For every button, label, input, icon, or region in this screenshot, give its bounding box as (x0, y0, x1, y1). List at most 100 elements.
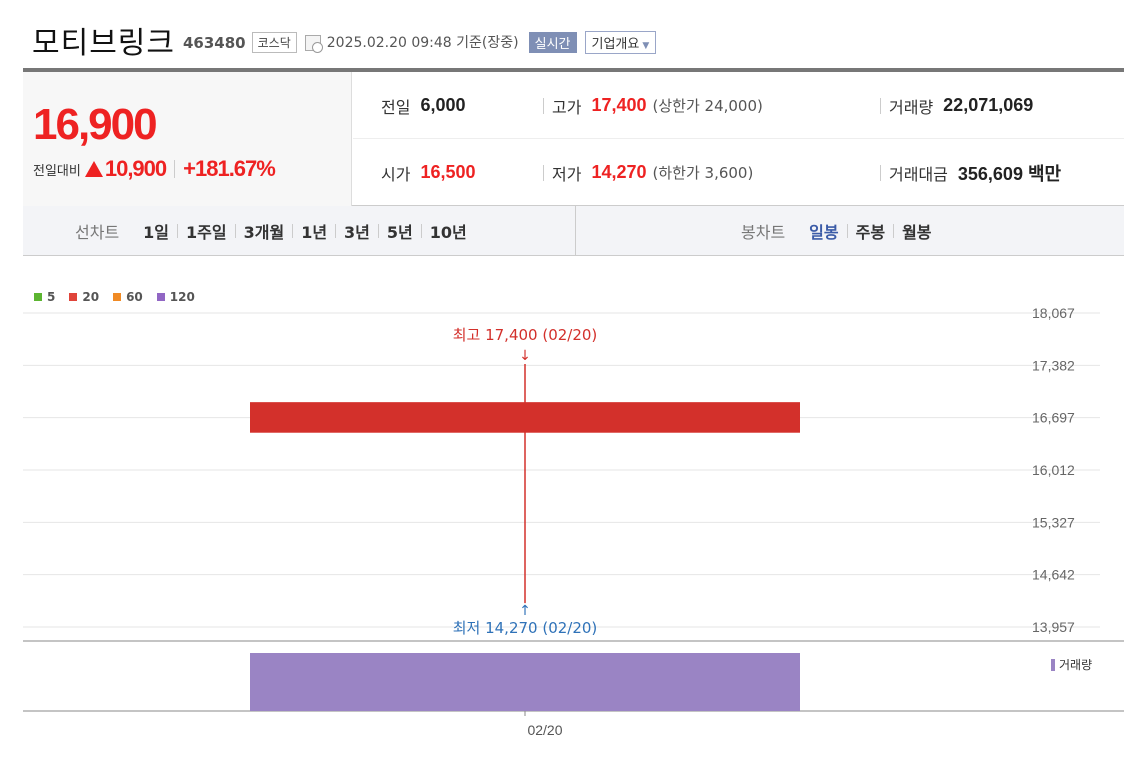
company-overview-dropdown[interactable]: 기업개요 ▼ (584, 30, 657, 54)
divider (377, 224, 379, 238)
candle-chart-title: 봉차트 (741, 223, 786, 242)
tab-3y[interactable]: 3년 (344, 223, 370, 242)
open-value: 16,500 (420, 162, 476, 182)
divider (543, 97, 544, 114)
lower-limit: (하한가 3,600) (652, 164, 754, 182)
tab-5y[interactable]: 5년 (386, 223, 413, 242)
volume-bar (250, 653, 800, 711)
candlestick-chart-svg: 18,067 17,382 16,697 16,012 15,327 14,642 13,9… (23, 305, 1124, 738)
upper-limit: (상한가 24,000) (652, 97, 763, 115)
volume-cell: 거래량 22,071,069 (880, 72, 1033, 139)
x-tick-label: 02/20 (527, 722, 562, 738)
low-annotation: 최저 14,270 (02/20) (453, 619, 598, 637)
change-percent: +181.67% (183, 156, 276, 181)
legend-label: 5 (47, 290, 56, 304)
current-price: 16,900 (33, 100, 158, 149)
high-annotation: 최고 17,400 (02/20) (453, 326, 598, 344)
price-chart: 5 20 60 120 18,067 17,382 16,697 16,012 15,327 1… (0, 260, 1124, 758)
legend-item: 60 (113, 290, 143, 304)
arrow-down-icon: ↓ (519, 348, 531, 364)
legend-swatch (34, 293, 42, 301)
stock-name: 모티브링크 (32, 26, 175, 61)
low-label: 저가 (552, 164, 582, 184)
divider (174, 160, 176, 178)
y-tick-label: 17,382 (1032, 357, 1075, 373)
y-tick-label: 18,067 (1032, 305, 1075, 321)
tab-10y[interactable]: 10년 (429, 223, 467, 242)
divider (880, 97, 881, 114)
stock-code: 463480 (183, 34, 246, 52)
tab-monthly[interactable]: 월봉 (902, 223, 932, 242)
high-cell: 고가 17,400 (상한가 24,000) (543, 72, 763, 139)
legend-swatch (156, 293, 165, 301)
prev-close-cell: 전일 6,000 (381, 72, 466, 139)
quote-summary: 16,900 전일대비 10,900 +181.67% 전일 6,000 고가 … (23, 68, 1124, 206)
low-cell: 저가 14,270 (하한가 3,600) (543, 139, 753, 206)
y-tick-label: 16,697 (1032, 410, 1075, 426)
prev-close-label: 전일 (381, 97, 411, 117)
prev-close-value: 6,000 (420, 95, 466, 115)
realtime-button[interactable]: 실시간 (528, 31, 577, 53)
stock-header: 모티브링크 463480 코스닥 2025.02.20 09:48 기준(장중)… (32, 20, 657, 61)
legend-label: 120 (169, 290, 195, 304)
change-amount: 10,900 (104, 156, 167, 181)
tab-1d[interactable]: 1일 (143, 223, 170, 242)
high-label: 고가 (552, 97, 582, 117)
open-label: 시가 (381, 164, 411, 184)
change-label: 전일대비 (33, 163, 81, 179)
divider (880, 164, 881, 181)
chart-period-tabs: 선차트 1일 1주일 3개월 1년 3년 5년 10년 봉차트 일봉 주봉 월봉 (23, 206, 1124, 256)
tab-3m[interactable]: 3개월 (243, 223, 285, 242)
volume-legend-label: 거래량 (1059, 658, 1093, 672)
divider (234, 224, 236, 238)
y-tick-label: 15,327 (1032, 514, 1075, 530)
tabs-divider (575, 206, 576, 256)
tab-weekly[interactable]: 주봉 (855, 223, 886, 242)
summary-row-2: 시가 16,500 저가 14,270 (하한가 3,600) 거래대금 356… (353, 139, 1124, 206)
divider (893, 224, 895, 238)
trade-amount-cell: 거래대금 356,609 백만 (880, 139, 1061, 206)
y-tick-label: 16,012 (1032, 462, 1075, 478)
line-chart-title: 선차트 (75, 223, 120, 242)
divider (846, 224, 848, 238)
summary-row-1: 전일 6,000 고가 17,400 (상한가 24,000) 거래량 22,0… (353, 72, 1124, 139)
trade-amount-value: 356,609 백만 (957, 163, 1062, 184)
volume-label: 거래량 (889, 97, 934, 117)
legend-item: 5 (34, 290, 55, 304)
line-chart-tabs: 선차트 1일 1주일 3개월 1년 3년 5년 10년 (75, 206, 475, 256)
price-change: 전일대비 10,900 +181.67% (33, 156, 276, 182)
up-triangle-icon (84, 161, 103, 177)
price-box: 16,900 전일대비 10,900 +181.67% (23, 72, 352, 206)
candle-body (250, 402, 800, 433)
divider (335, 224, 337, 238)
high-value: 17,400 (591, 95, 647, 115)
calendar-clock-icon (304, 35, 323, 53)
legend-label: 20 (82, 290, 100, 304)
legend-item: 120 (156, 290, 195, 304)
low-value: 14,270 (591, 162, 647, 182)
divider (420, 224, 422, 238)
moving-average-legend: 5 20 60 120 (34, 290, 209, 304)
candle-chart-tabs: 봉차트 일봉 주봉 월봉 (741, 206, 940, 256)
legend-label: 60 (126, 290, 143, 304)
y-tick-label: 14,642 (1032, 567, 1075, 583)
volume-value: 22,071,069 (943, 95, 1034, 115)
legend-swatch (69, 293, 78, 301)
market-badge: 코스닥 (251, 31, 297, 53)
open-cell: 시가 16,500 (381, 139, 476, 206)
divider (292, 224, 294, 238)
company-overview-label: 기업개요 (591, 36, 640, 52)
quote-timestamp: 2025.02.20 09:48 기준(장중) (326, 35, 519, 51)
tab-1w[interactable]: 1주일 (186, 223, 227, 242)
divider (543, 164, 544, 181)
tab-1y[interactable]: 1년 (301, 223, 328, 242)
volume-legend-swatch (1051, 658, 1055, 671)
volume-legend: 거래량 (1051, 656, 1092, 673)
chevron-down-icon: ▼ (642, 40, 650, 51)
arrow-up-icon: ↑ (519, 603, 531, 619)
legend-item: 20 (69, 290, 99, 304)
legend-swatch (113, 293, 122, 301)
trade-amount-label: 거래대금 (889, 164, 948, 184)
tab-daily[interactable]: 일봉 (809, 223, 839, 242)
divider (177, 224, 179, 238)
